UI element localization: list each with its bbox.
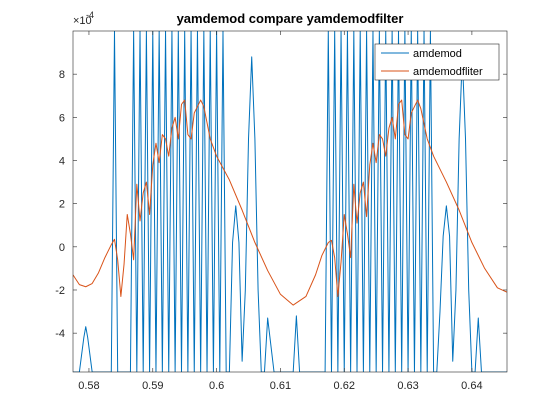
series-layer [73,31,507,372]
x-tick-label: 0.64 [461,380,482,392]
x-tick-label: 0.58 [78,380,99,392]
y-tick-label: 6 [59,112,65,124]
legend-label-amdemod: amdemod [413,48,462,60]
plot-area [73,31,507,372]
exponent-label: ×10 -4 [73,10,94,27]
y-tick-label: 0 [59,242,65,254]
x-tick-label: 0.63 [397,380,418,392]
axes-box [72,30,508,373]
y-tick-label: -2 [55,285,65,297]
legend-box [374,43,500,81]
exponent-base: ×10 [73,15,92,27]
axes-layer: 0.58 0.59 0.6 0.61 0.62 0.63 0.64 -4 -2 0 2 4 6 8 [55,30,508,392]
x-tick-label: 0.6 [209,380,224,392]
x-tick-label: 0.61 [270,380,291,392]
y-tick-label: 2 [59,199,65,211]
y-tick-label: 4 [59,155,65,167]
x-tick-label: 0.59 [142,380,163,392]
x-tick-label: 0.62 [334,380,355,392]
legend: amdemod amdemodfliter [374,43,500,81]
legend-label-amdemodfliter: amdemodfliter [413,66,483,78]
y-tick-label: -4 [55,328,65,340]
chart-title: yamdemod compare yamdemodfilter [177,11,404,26]
series-line-amdemodfliter [73,99,507,306]
series-line-amdemod [73,31,507,372]
y-tick-label: 8 [59,69,65,81]
exponent-power: -4 [86,10,94,20]
